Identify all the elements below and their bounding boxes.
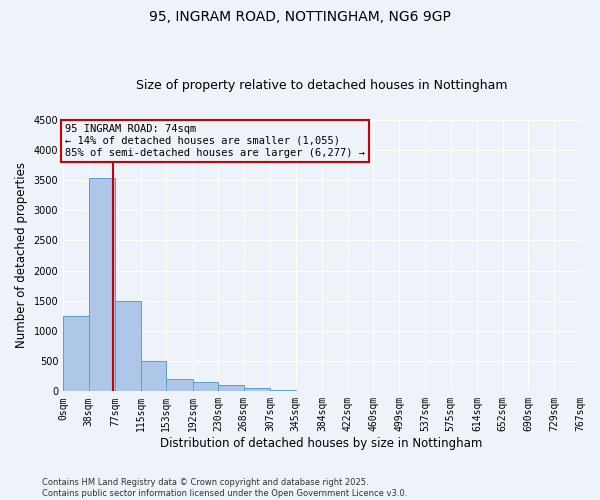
Text: 95 INGRAM ROAD: 74sqm
← 14% of detached houses are smaller (1,055)
85% of semi-d: 95 INGRAM ROAD: 74sqm ← 14% of detached … — [65, 124, 365, 158]
Bar — [63, 316, 89, 392]
X-axis label: Distribution of detached houses by size in Nottingham: Distribution of detached houses by size … — [160, 437, 483, 450]
Title: Size of property relative to detached houses in Nottingham: Size of property relative to detached ho… — [136, 79, 508, 92]
Text: 95, INGRAM ROAD, NOTTINGHAM, NG6 9GP: 95, INGRAM ROAD, NOTTINGHAM, NG6 9GP — [149, 10, 451, 24]
Bar — [166, 380, 193, 392]
Bar — [270, 390, 296, 392]
Bar — [115, 302, 140, 392]
Bar — [244, 388, 270, 392]
Bar — [89, 178, 115, 392]
Text: Contains HM Land Registry data © Crown copyright and database right 2025.
Contai: Contains HM Land Registry data © Crown c… — [42, 478, 407, 498]
Y-axis label: Number of detached properties: Number of detached properties — [15, 162, 28, 348]
Bar — [140, 361, 166, 392]
Bar — [193, 382, 218, 392]
Bar — [218, 386, 244, 392]
